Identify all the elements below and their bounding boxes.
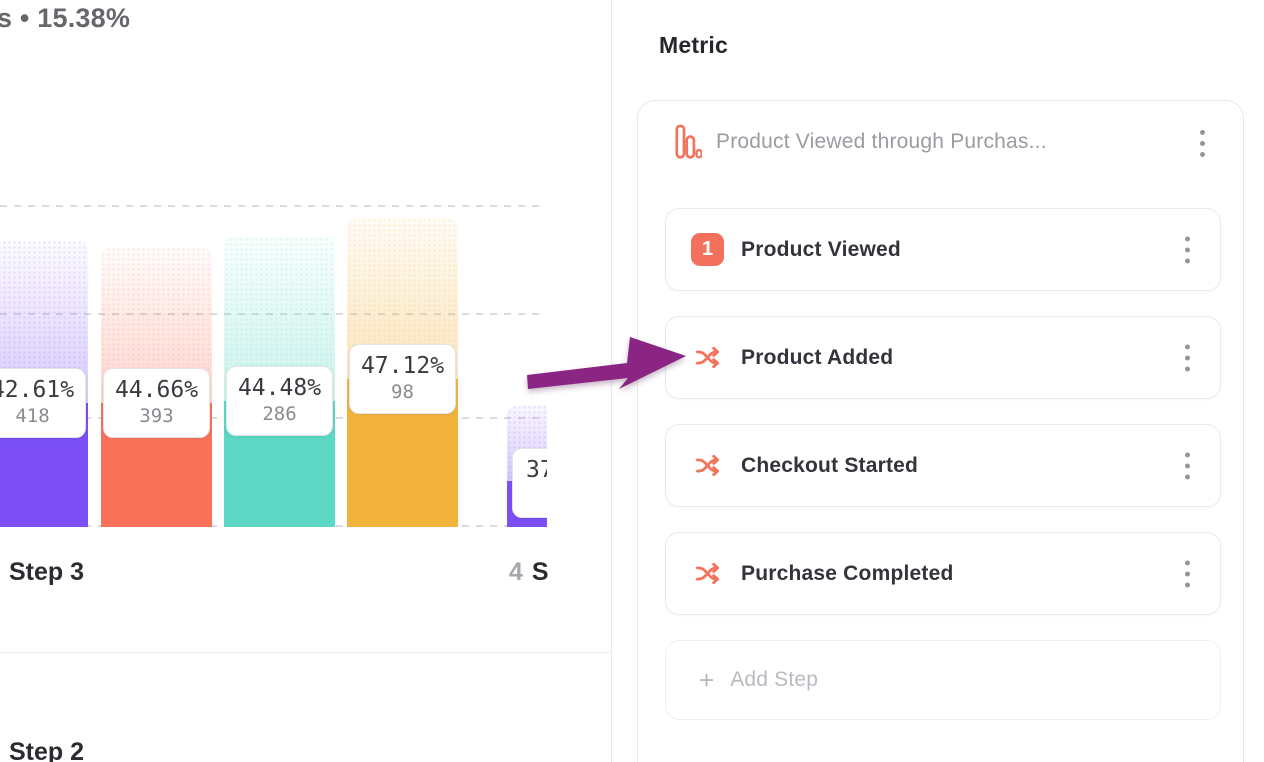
metric-menu-button[interactable] bbox=[1194, 124, 1211, 163]
gridline bbox=[0, 313, 543, 315]
step-menu-button[interactable] bbox=[1179, 446, 1196, 485]
bar-1-percent: 42.61% bbox=[0, 377, 75, 403]
shuffle-icon bbox=[691, 344, 724, 372]
step-label: Product Viewed bbox=[741, 237, 901, 261]
step-menu-button[interactable] bbox=[1179, 554, 1196, 593]
bar-4-count: 98 bbox=[391, 380, 414, 403]
metric-title: Product Viewed through Purchas... bbox=[716, 130, 1047, 153]
funnel-chart: 42.61% 418 44.66% 393 44.48% 286 47.12% … bbox=[0, 0, 547, 650]
panel-heading: Metric bbox=[659, 32, 728, 58]
step-label: Purchase Completed bbox=[741, 561, 954, 585]
bar-5-value-label: 37 bbox=[512, 448, 547, 518]
funnel-chart-icon bbox=[675, 124, 702, 159]
add-step-label: Add Step bbox=[730, 668, 819, 691]
step-number-badge: 1 bbox=[691, 233, 724, 266]
bar-2-value-label: 44.66% 393 bbox=[103, 368, 210, 438]
next-step-text: S bbox=[531, 558, 549, 586]
bar-4-value-label: 47.12% 98 bbox=[349, 344, 456, 414]
bar-2-count: 393 bbox=[139, 404, 174, 427]
panel-divider bbox=[611, 0, 612, 762]
annotation-arrow bbox=[527, 337, 686, 389]
plus-icon: + bbox=[699, 665, 715, 695]
shuffle-icon bbox=[691, 560, 724, 588]
step-row-product-added[interactable]: Product Added bbox=[665, 316, 1221, 399]
bar-1-value-label: 42.61% 418 bbox=[0, 368, 86, 438]
step-row-purchase-completed[interactable]: Purchase Completed bbox=[665, 532, 1221, 615]
bar-3-percent: 44.48% bbox=[237, 375, 322, 401]
shuffle-icon bbox=[691, 452, 724, 480]
step-menu-button[interactable] bbox=[1179, 230, 1196, 269]
section-divider bbox=[0, 652, 612, 653]
bar-2-percent: 44.66% bbox=[114, 377, 199, 403]
bar-3-value-label: 44.48% 286 bbox=[226, 366, 333, 436]
step-label: Product Added bbox=[741, 345, 894, 369]
step-section-label: Step 3 bbox=[9, 558, 85, 586]
bar-4-percent: 47.12% bbox=[360, 353, 445, 379]
gridline bbox=[0, 205, 543, 207]
step-row-checkout-started[interactable]: Checkout Started bbox=[665, 424, 1221, 507]
step-label: Checkout Started bbox=[741, 453, 919, 477]
metric-card-header[interactable]: Product Viewed through Purchas... bbox=[638, 101, 1243, 187]
next-step-number: 4 bbox=[509, 558, 523, 586]
kpi-summary-text: s • 15.38% bbox=[0, 3, 131, 33]
bar-5-percent: 37 bbox=[526, 457, 547, 483]
bar-1-count: 418 bbox=[15, 404, 50, 427]
step-row-product-viewed[interactable]: 1 Product Viewed bbox=[665, 208, 1221, 291]
step2-section-label: Step 2 bbox=[9, 738, 85, 762]
step-menu-button[interactable] bbox=[1179, 338, 1196, 377]
metric-card: Product Viewed through Purchas... 1 Prod… bbox=[637, 100, 1244, 762]
bar-3-count: 286 bbox=[262, 402, 297, 425]
add-step-button[interactable]: + Add Step bbox=[665, 640, 1221, 720]
